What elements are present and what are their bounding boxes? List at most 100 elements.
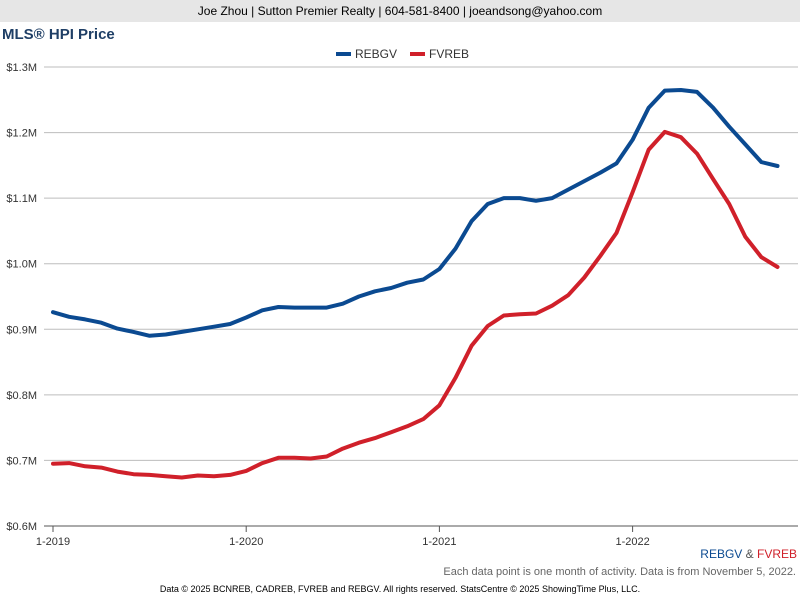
- data-point-rebgv: [566, 188, 570, 192]
- data-point-fvreb: [534, 311, 538, 316]
- data-point-fvreb: [711, 177, 715, 181]
- data-point-fvreb: [115, 469, 119, 474]
- series-layer: [51, 88, 780, 480]
- data-point-rebgv: [534, 199, 538, 203]
- series-line-fvreb: [51, 129, 780, 480]
- data-point-fvreb: [582, 275, 586, 280]
- series-line-rebgv: [51, 88, 780, 338]
- data-point-rebgv: [325, 306, 329, 310]
- data-note: Each data point is one month of activity…: [443, 566, 796, 578]
- data-point-fvreb: [341, 447, 345, 451]
- data-point-fvreb: [325, 454, 329, 459]
- chart-title: MLS® HPI Price: [2, 26, 115, 43]
- data-point-rebgv: [437, 267, 441, 271]
- copyright-footer: Data © 2025 BCNREB, CADREB, FVREB and RE…: [159, 584, 641, 594]
- y-tick-label: $1.2M: [6, 128, 37, 140]
- header-bar: Joe Zhou | Sutton Premier Realty | 604-5…: [0, 0, 800, 22]
- data-point-rebgv: [83, 317, 87, 322]
- brand-rebgv: REBGV: [700, 547, 743, 561]
- data-point-rebgv: [228, 322, 232, 326]
- data-point-fvreb: [486, 324, 490, 328]
- data-point-fvreb: [647, 148, 651, 152]
- data-point-rebgv: [727, 125, 731, 129]
- y-tick-label: $1.1M: [6, 193, 37, 205]
- data-point-rebgv: [180, 330, 184, 334]
- data-point-rebgv: [260, 308, 264, 312]
- data-point-fvreb: [759, 255, 764, 259]
- data-point-fvreb: [83, 464, 87, 468]
- data-point-rebgv: [631, 138, 635, 142]
- data-point-fvreb: [405, 424, 409, 428]
- data-point-rebgv: [67, 315, 71, 319]
- data-point-fvreb: [389, 430, 393, 434]
- data-point-fvreb: [566, 293, 570, 297]
- data-point-rebgv: [695, 90, 699, 94]
- data-point-rebgv: [614, 161, 619, 165]
- data-point-fvreb: [743, 235, 747, 239]
- data-point-fvreb: [228, 473, 232, 477]
- data-point-rebgv: [51, 310, 55, 314]
- y-tick-label: $0.8M: [6, 390, 37, 402]
- legend[interactable]: REBGV FVREB: [336, 47, 469, 61]
- axis-layer: $0.6M $0.7M $0.8M $0.9M $1.0M $1.1M $1.2M $1.3M…: [6, 62, 798, 548]
- data-point-rebgv: [212, 325, 216, 329]
- data-point-rebgv: [148, 334, 152, 338]
- data-point-rebgv: [244, 315, 248, 320]
- data-point-rebgv: [663, 89, 667, 93]
- data-point-fvreb: [309, 456, 313, 461]
- data-point-fvreb: [437, 403, 441, 407]
- data-point-fvreb: [148, 473, 152, 477]
- data-point-rebgv: [164, 332, 168, 337]
- data-point-fvreb: [502, 313, 506, 318]
- data-point-fvreb: [614, 231, 619, 235]
- y-tick-label: $0.9M: [6, 324, 37, 336]
- data-point-rebgv: [115, 327, 119, 331]
- data-point-fvreb: [164, 474, 168, 478]
- x-tick-label: 1-2020: [229, 536, 263, 548]
- data-point-fvreb: [421, 417, 425, 421]
- data-point-fvreb: [550, 304, 554, 308]
- data-point-fvreb: [679, 135, 683, 139]
- agent-contact-header: Joe Zhou | Sutton Premier Realty | 604-5…: [197, 4, 603, 18]
- x-tick-label: 1-2022: [615, 536, 649, 548]
- data-point-fvreb: [180, 475, 184, 480]
- data-point-rebgv: [373, 289, 377, 293]
- data-point-rebgv: [131, 330, 136, 334]
- data-point-fvreb: [453, 376, 458, 380]
- data-point-fvreb: [373, 436, 377, 440]
- data-point-rebgv: [598, 170, 603, 175]
- data-point-fvreb: [99, 466, 103, 470]
- data-point-rebgv: [518, 196, 522, 200]
- data-point-rebgv: [405, 281, 409, 285]
- board-brand: REBGV & FVREB: [700, 547, 797, 561]
- data-point-fvreb: [196, 473, 200, 478]
- x-tick-label: 1-2021: [422, 536, 456, 548]
- data-point-rebgv: [421, 277, 425, 282]
- legend-label-rebgv: REBGV: [355, 47, 397, 61]
- data-point-fvreb: [260, 461, 264, 465]
- y-tick-label: $1.3M: [6, 62, 37, 74]
- data-point-fvreb: [695, 151, 699, 156]
- data-point-rebgv: [486, 202, 490, 206]
- data-point-fvreb: [357, 441, 361, 445]
- data-point-fvreb: [663, 130, 667, 134]
- data-point-rebgv: [389, 286, 393, 290]
- data-point-rebgv: [502, 196, 506, 200]
- data-point-fvreb: [775, 265, 780, 269]
- data-point-rebgv: [743, 142, 747, 146]
- data-point-fvreb: [276, 456, 280, 460]
- data-point-rebgv: [759, 160, 764, 164]
- data-point-fvreb: [727, 202, 731, 206]
- x-tick-label: 1-2019: [36, 536, 70, 548]
- data-point-rebgv: [292, 306, 297, 310]
- data-point-fvreb: [212, 474, 216, 478]
- data-point-rebgv: [357, 294, 361, 299]
- data-point-rebgv: [453, 247, 458, 251]
- data-point-fvreb: [51, 462, 55, 466]
- data-point-fvreb: [67, 461, 71, 465]
- data-point-rebgv: [647, 106, 651, 110]
- legend-label-fvreb: FVREB: [429, 47, 469, 61]
- y-tick-label: $0.7M: [6, 455, 37, 467]
- data-point-rebgv: [99, 321, 103, 325]
- data-point-rebgv: [341, 302, 345, 306]
